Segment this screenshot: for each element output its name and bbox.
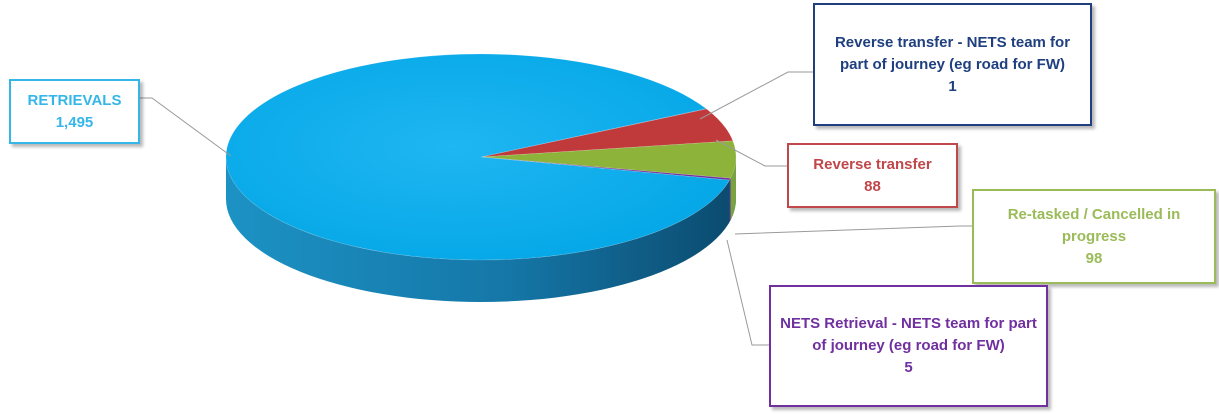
slice-label-retrievals-name: RETRIEVALS (27, 91, 122, 109)
slice-label-reverse-transfer-nets-name: Reverse transfer - NETS team for part of… (834, 33, 1071, 73)
slice-label-re-tasked-name: Re-tasked / Cancelled in progress (1007, 205, 1181, 245)
slice-label-reverse-transfer-nets-value: 1 (948, 77, 957, 95)
leader-line-re-tasked (734, 225, 972, 235)
leader-line-nets-retrieval (726, 239, 769, 346)
slice-label-retrievals: RETRIEVALS 1,495 (9, 79, 140, 144)
slice-label-retrievals-value: 1,495 (55, 113, 94, 131)
pie-slices (225, 53, 737, 302)
leader-line-reverse-transfer (715, 139, 787, 167)
leader-line-retrievals (140, 97, 232, 157)
pie-side-wall (226, 157, 736, 302)
slice-reverse-transfer-nets (480, 108, 708, 158)
slice-label-reverse-transfer-nets: Reverse transfer - NETS team for part of… (813, 3, 1092, 126)
slice-label-reverse-transfer-value: 88 (864, 177, 881, 195)
slice-re-tasked (480, 140, 737, 179)
slice-retrievals (225, 53, 730, 261)
slice-label-re-tasked-value: 98 (1085, 249, 1103, 267)
slice-label-reverse-transfer: Reverse transfer 88 (787, 143, 958, 208)
slice-label-nets-retrieval: NETS Retrieval - NETS team for part of j… (769, 285, 1048, 407)
leader-line-reverse-transfer-nets (699, 71, 813, 120)
slice-nets-retrieval (480, 156, 731, 181)
slice-label-re-tasked: Re-tasked / Cancelled in progress 98 (972, 189, 1216, 284)
slice-label-nets-retrieval-value: 5 (904, 359, 913, 376)
slice-side-nets-retrieval (729, 178, 731, 223)
slice-reverse-transfer (480, 108, 734, 158)
leader-lines (140, 71, 972, 346)
slice-label-nets-retrieval-name: NETS Retrieval - NETS team for part of j… (780, 315, 1037, 354)
slice-label-reverse-transfer-name: Reverse transfer (813, 155, 932, 173)
slice-side-re-tasked (730, 157, 736, 221)
